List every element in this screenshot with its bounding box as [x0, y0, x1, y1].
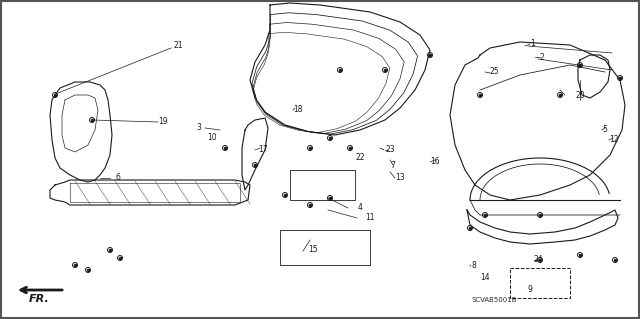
- Text: 7: 7: [390, 160, 395, 169]
- Text: 15: 15: [308, 246, 317, 255]
- Text: 12: 12: [609, 136, 618, 145]
- Text: 5: 5: [602, 125, 607, 135]
- Text: 20: 20: [575, 91, 584, 100]
- Text: 1: 1: [530, 40, 535, 48]
- Text: 13: 13: [395, 174, 404, 182]
- Text: 11: 11: [365, 212, 374, 221]
- Text: 21: 21: [174, 41, 184, 49]
- Text: 19: 19: [158, 117, 168, 127]
- Text: FR.: FR.: [29, 294, 50, 304]
- Text: 6: 6: [115, 174, 120, 182]
- Bar: [290, 170, 355, 200]
- Text: 16: 16: [430, 158, 440, 167]
- Bar: [280, 230, 370, 265]
- Bar: [510, 268, 570, 298]
- Text: 8: 8: [472, 261, 477, 270]
- Text: 14: 14: [480, 273, 490, 283]
- Text: 23: 23: [385, 145, 395, 154]
- Text: 24: 24: [534, 256, 543, 264]
- Text: 4: 4: [358, 203, 363, 211]
- Text: 17: 17: [258, 145, 268, 154]
- Text: 9: 9: [527, 286, 532, 294]
- Text: 2: 2: [540, 53, 545, 62]
- Text: SCVAB5001B: SCVAB5001B: [472, 297, 518, 303]
- Text: 25: 25: [490, 68, 500, 77]
- Text: 18: 18: [293, 106, 303, 115]
- Text: 3: 3: [196, 123, 201, 132]
- Text: 22: 22: [355, 152, 365, 161]
- Text: 10: 10: [207, 133, 216, 143]
